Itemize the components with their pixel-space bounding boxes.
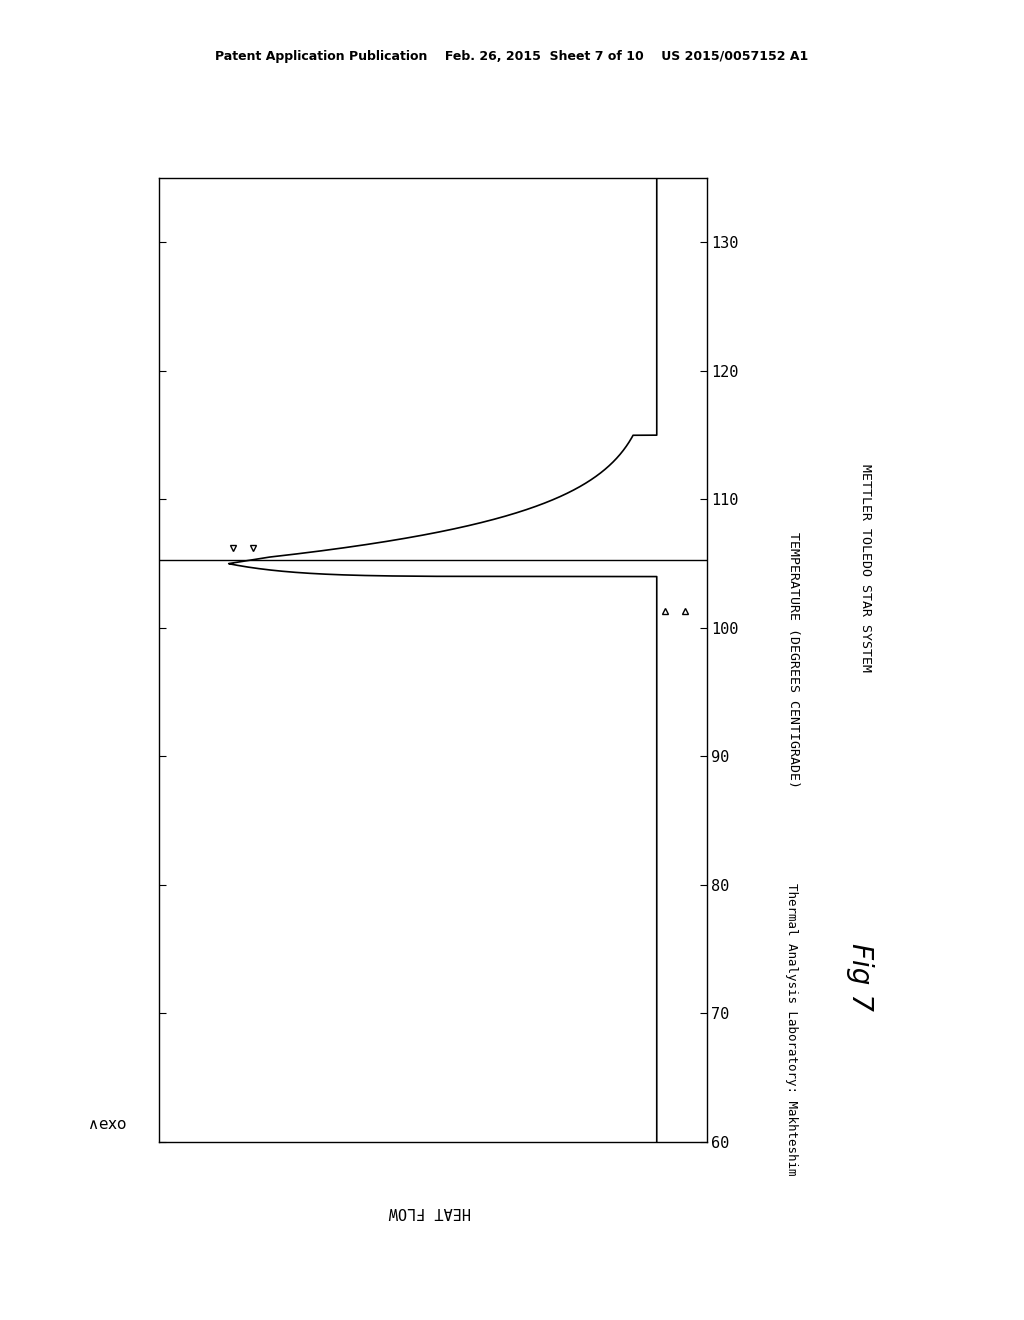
- Text: Fig 7: Fig 7: [846, 942, 874, 1011]
- Text: METTLER TOLEDO STAR SYSTEM: METTLER TOLEDO STAR SYSTEM: [859, 463, 871, 672]
- Text: Thermal Analysis Laboratory: Makhteshim: Thermal Analysis Laboratory: Makhteshim: [785, 883, 798, 1176]
- Text: TEMPERATURE (DEGREES CENTIGRADE): TEMPERATURE (DEGREES CENTIGRADE): [787, 532, 800, 788]
- Text: HEAT FLOW: HEAT FLOW: [389, 1204, 471, 1220]
- Text: Patent Application Publication    Feb. 26, 2015  Sheet 7 of 10    US 2015/005715: Patent Application Publication Feb. 26, …: [215, 50, 809, 63]
- Text: $\wedge$exo: $\wedge$exo: [87, 1117, 128, 1133]
